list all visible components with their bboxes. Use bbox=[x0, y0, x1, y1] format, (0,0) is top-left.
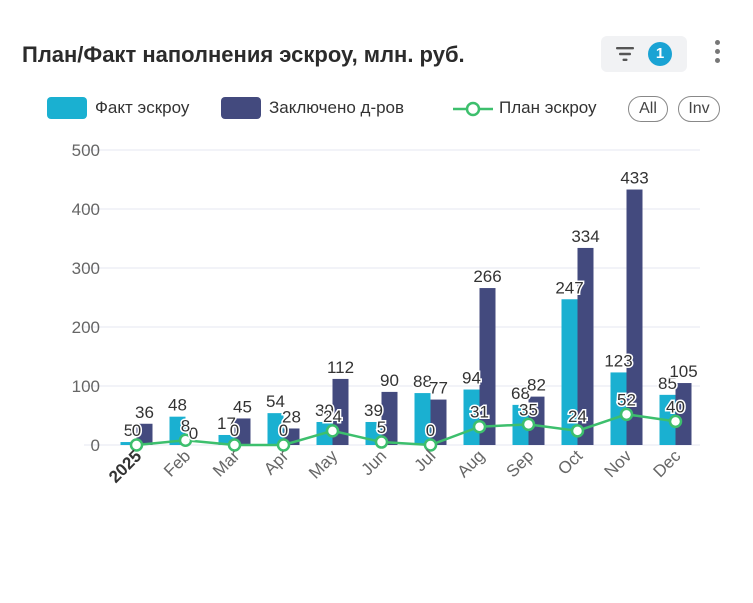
legend-swatch-fact bbox=[47, 97, 87, 119]
x-tick-label: May bbox=[305, 446, 341, 482]
data-label-plan: 35 bbox=[519, 400, 538, 419]
data-label-fact: 39 bbox=[364, 401, 383, 420]
point-plan bbox=[472, 419, 487, 434]
bar-fact bbox=[610, 372, 627, 445]
x-tick-label: Dec bbox=[650, 446, 685, 481]
data-label-fact: 54 bbox=[266, 392, 285, 411]
data-label-contracts: 36 bbox=[135, 403, 154, 422]
data-label-contracts: 77 bbox=[429, 379, 448, 398]
data-label-fact: 48 bbox=[168, 396, 187, 415]
data-label-contracts: 112 bbox=[327, 358, 354, 377]
bar-contracts bbox=[577, 247, 594, 445]
point-plan bbox=[619, 407, 634, 422]
point-plan bbox=[521, 417, 536, 432]
point-plan bbox=[423, 438, 438, 452]
data-label-plan: 40 bbox=[666, 397, 685, 416]
data-label-plan: 8 bbox=[181, 416, 190, 435]
data-label-contracts: 0 bbox=[189, 424, 198, 443]
x-tick-label: Mar bbox=[209, 446, 243, 480]
data-label-fact: 39 bbox=[315, 401, 334, 420]
x-tick-label: Feb bbox=[160, 446, 194, 480]
x-tick-label: Jun bbox=[358, 446, 391, 479]
x-tick-label: 2025 bbox=[105, 446, 145, 486]
bar-contracts bbox=[381, 391, 398, 445]
point-plan bbox=[374, 435, 389, 449]
y-tick-label: 100 bbox=[72, 377, 100, 396]
bar-fact bbox=[414, 393, 431, 445]
bar-contracts bbox=[479, 288, 496, 445]
data-label-plan: 0 bbox=[426, 421, 435, 440]
point-plan bbox=[325, 424, 340, 438]
data-label-plan: 0 bbox=[279, 421, 288, 440]
data-label-plan: 24 bbox=[323, 407, 342, 426]
y-tick-label: 400 bbox=[72, 200, 100, 219]
filter-icon bbox=[616, 47, 634, 61]
data-label-contracts: 266 bbox=[473, 267, 501, 286]
data-label-contracts: 82 bbox=[527, 376, 546, 395]
data-label-fact: 85 bbox=[658, 374, 677, 393]
legend-label-plan: План эскроу bbox=[499, 98, 597, 117]
y-tick-label: 500 bbox=[72, 141, 100, 160]
y-tick-label: 0 bbox=[91, 436, 100, 455]
point-plan bbox=[178, 433, 193, 448]
data-label-fact: 94 bbox=[462, 369, 481, 388]
point-plan bbox=[129, 438, 144, 452]
x-tick-label: Sep bbox=[503, 446, 538, 481]
point-plan bbox=[570, 424, 585, 438]
point-plan bbox=[276, 438, 291, 452]
chart-title: План/Факт наполнения эскроу, млн. руб. bbox=[22, 42, 465, 67]
bar-contracts bbox=[234, 418, 251, 445]
data-label-contracts: 433 bbox=[620, 169, 648, 188]
data-label-contracts: 105 bbox=[669, 362, 697, 381]
data-label-plan: 0 bbox=[230, 421, 239, 440]
data-label-fact: 68 bbox=[511, 384, 530, 403]
point-plan bbox=[668, 414, 683, 429]
data-label-contracts: 45 bbox=[233, 397, 252, 416]
data-label-fact: 247 bbox=[555, 278, 583, 297]
data-label-contracts: 90 bbox=[380, 371, 399, 390]
data-label-fact: 17 bbox=[217, 414, 236, 433]
bar-fact bbox=[218, 434, 235, 445]
data-label-contracts: 334 bbox=[571, 227, 599, 246]
bar-fact bbox=[267, 413, 284, 445]
filter-button[interactable]: 1 bbox=[601, 36, 687, 72]
y-tick-label: 300 bbox=[72, 259, 100, 278]
data-label-plan: 52 bbox=[617, 390, 636, 409]
data-label-plan: 5 bbox=[377, 418, 386, 437]
x-tick-label: Apr bbox=[260, 446, 292, 478]
bar-contracts bbox=[430, 399, 447, 445]
data-label-fact: 123 bbox=[604, 351, 632, 370]
legend-line-marker-icon bbox=[453, 101, 493, 117]
x-tick-label: Jul bbox=[411, 446, 440, 475]
point-plan bbox=[227, 438, 242, 452]
bar-contracts bbox=[675, 383, 692, 445]
data-label-plan: 24 bbox=[568, 407, 587, 426]
y-tick-label: 200 bbox=[72, 318, 100, 337]
x-tick-label: Nov bbox=[601, 446, 636, 481]
data-label-plan: 31 bbox=[470, 403, 489, 422]
filter-count-badge: 1 bbox=[648, 42, 672, 66]
x-tick-label: Aug bbox=[454, 446, 489, 481]
chart-legend: Факт эскроу Заключено д-ров План эскроу … bbox=[47, 96, 737, 122]
data-label-fact: 88 bbox=[413, 372, 432, 391]
bar-contracts bbox=[528, 396, 545, 445]
data-label-fact: 5 bbox=[124, 421, 133, 440]
legend-label-fact: Факт эскроу bbox=[95, 98, 190, 117]
series-line-plan bbox=[136, 413, 676, 447]
bar-fact bbox=[561, 299, 578, 445]
x-tick-label: Oct bbox=[554, 446, 586, 478]
bar-contracts bbox=[626, 189, 643, 445]
bar-fact bbox=[120, 442, 137, 445]
chart-header: План/Факт наполнения эскроу, млн. руб. 1 bbox=[22, 36, 732, 76]
more-options-icon[interactable] bbox=[710, 40, 724, 70]
data-label-plan: 0 bbox=[132, 421, 141, 440]
data-label-contracts: 28 bbox=[282, 407, 301, 426]
legend-swatch-contracts bbox=[221, 97, 261, 119]
legend-label-contracts: Заключено д-ров bbox=[269, 98, 405, 117]
legend-all-toggle[interactable]: All bbox=[628, 96, 668, 122]
legend-invert-toggle[interactable]: Inv bbox=[678, 96, 720, 122]
